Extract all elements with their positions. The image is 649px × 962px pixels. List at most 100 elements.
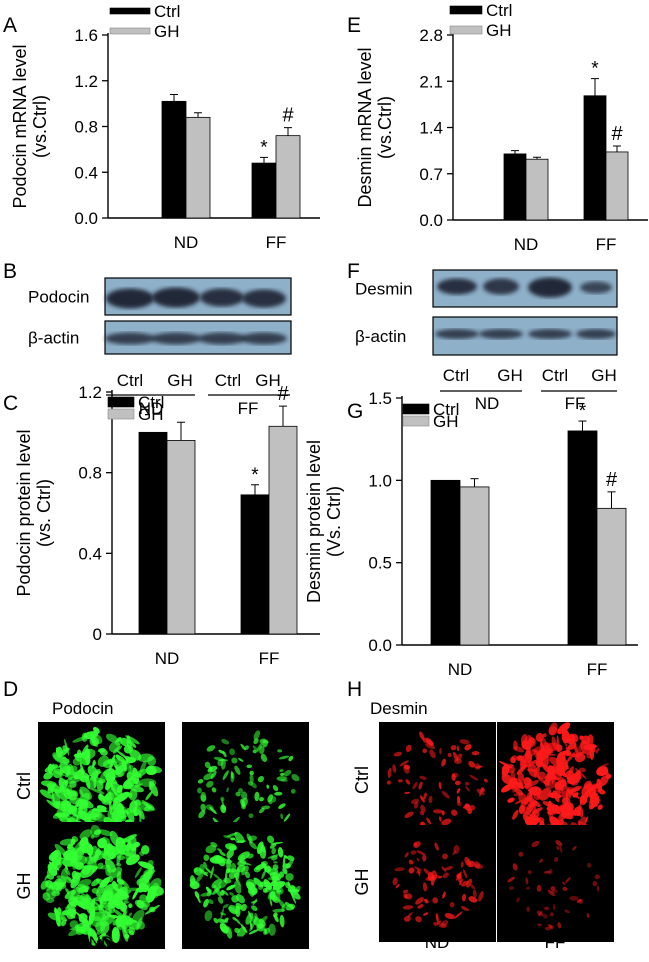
band [151,332,201,345]
stain-signal [196,872,204,883]
stain-signal [542,733,547,738]
stain-signal [203,773,214,781]
y-axis-label: Desmin protein level(Vs. Ctrl) [304,440,344,603]
stain-signal [596,885,600,892]
stain-signal [53,800,61,809]
stain-signal [456,745,460,752]
stain-signal [551,791,557,797]
stain-signal [501,783,514,793]
stain-signal [128,784,144,793]
legend-swatch-gh [449,25,483,35]
stain-signal [564,761,569,770]
stain-signal [587,734,594,746]
group-label: ND [475,394,500,413]
stain-signal [423,912,429,916]
stain-signal [283,769,292,777]
stain-signal [266,784,270,789]
stain-signal [386,780,391,785]
stain-signal [559,803,572,810]
blot-f: Desmin β-actin Ctrl GH Ctrl GH ND FF [355,269,618,413]
stain-signal [96,805,107,811]
stain-signal [200,794,207,802]
stain-signal [442,872,449,879]
stain-signal [253,877,264,888]
stain-signal [259,797,264,802]
stain-signal [205,867,212,874]
x-tick-label: FF [587,660,608,679]
stain-signal [508,886,515,890]
stain-signal [501,773,513,785]
stain-signal [577,742,584,753]
stain-signal [438,781,442,790]
stain-signal [507,876,515,883]
stain-signal [252,745,259,753]
stain-signal [206,780,214,788]
band [242,289,286,308]
stain-signal [96,884,104,898]
chart-g: 0.0 0.5 1.0 1.5 Desmin protein level(Vs. Ctr… [304,389,638,679]
stain-signal [72,735,89,743]
stain-signal [564,909,571,914]
stain-signal [451,809,458,816]
stain-signal [405,744,412,753]
stain-signal [556,845,560,851]
panel-letter-a: A [3,14,17,37]
stain-signal [75,799,84,808]
band [435,329,479,339]
stain-signal [592,881,598,887]
lane-label: GH [497,366,523,385]
stain-signal [139,851,145,856]
stain-signal [258,807,265,814]
stain-signal [248,813,254,819]
band [152,287,200,308]
band [528,329,572,339]
stain-signal [116,750,128,759]
stain-signal [91,878,100,887]
stain-signal [111,927,120,943]
stain-signal [520,733,528,745]
stain-signal [222,770,229,781]
stain-signal [543,870,551,874]
stain-signal [557,779,567,788]
stain-signal [535,732,544,742]
stain-signal [554,804,561,815]
stain-signal [419,775,427,780]
stain-signal [579,767,587,773]
micrograph-panel-h: Desmin Ctrl GH ND FF [352,699,614,952]
stain-signal [277,749,283,753]
stain-signal [77,879,92,888]
y-axis-label: Podocin protein level(vs. Ctrl) [14,429,54,596]
stain-signal [425,738,434,747]
legend-swatch-gh [402,415,430,427]
stain-signal [589,804,595,809]
stain-signal [404,852,409,858]
stain-signal [205,886,212,894]
stain-signal [90,834,95,839]
stain-signal [54,878,63,887]
stain-signal [483,778,488,783]
stain-signal [134,867,142,879]
stain-signal [132,919,138,923]
stain-signal [464,744,472,751]
stain-signal [205,844,217,854]
stain-signal [248,781,253,786]
stain-signal [203,898,209,908]
stain-signal [397,779,403,783]
stain-signal [283,813,291,822]
stain-signal [449,902,455,908]
stain-signal [232,916,237,921]
stain-signal [79,836,89,848]
stain-signal [108,914,119,919]
stain-signal [63,788,73,800]
stain-signal [207,765,218,773]
stain-signal [128,765,134,770]
stain-signal [48,851,59,861]
stain-signal [562,750,572,756]
stain-signal [415,916,422,923]
stain-signal [456,788,461,794]
stain-signal [274,791,283,796]
y-axis-label-line: Desmin protein level [304,440,324,603]
stain-signal [460,906,470,912]
stain-signal [52,763,55,769]
stain-signal [441,790,450,799]
